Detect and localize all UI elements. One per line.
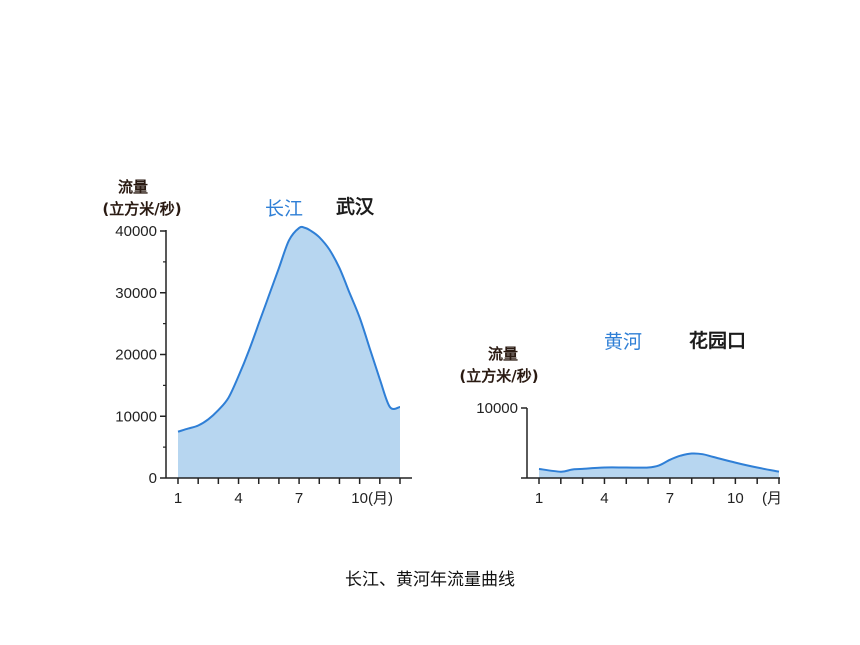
- figure-caption: 长江、黄河年流量曲线: [345, 570, 515, 590]
- yellow-river-chart: 流量 (立方米/秒) 黄河 花园口 10000 1 4 7 10 (月: [459, 329, 782, 507]
- yangtze-chart: 流量 (立方米/秒) 长江 武汉 0 10000 20000 30000 40000 1…: [102, 178, 412, 507]
- c2-y-ticks: 10000: [476, 400, 527, 479]
- y-tick-label: 20000: [115, 347, 157, 364]
- c2-x-ticks: 1 4 7 10: [535, 478, 780, 507]
- c1-area-fill: [178, 226, 400, 478]
- x-tick-label: 4: [234, 490, 242, 507]
- c1-xlabel: (月): [368, 490, 393, 507]
- y-tick-label: 0: [149, 470, 157, 487]
- x-tick-label: 4: [600, 490, 608, 507]
- x-tick-label: 1: [535, 490, 543, 507]
- x-tick-label: 10: [351, 490, 368, 507]
- c1-x-ticks: 1 4 7 10: [174, 478, 401, 507]
- c2-river-name: 黄河: [604, 331, 642, 353]
- c1-station-name: 武汉: [336, 196, 375, 218]
- y-tick-label: 10000: [476, 400, 518, 417]
- y-tick-label: 10000: [115, 408, 157, 425]
- c2-xlabel: (月: [762, 490, 782, 507]
- c1-river-name: 长江: [265, 198, 303, 220]
- c2-flow-line: [538, 452, 780, 473]
- c1-ylabel-line2: (立方米/秒): [102, 200, 181, 218]
- x-tick-label: 7: [295, 490, 303, 507]
- x-tick-label: 7: [666, 490, 674, 507]
- c1-flow-line: [177, 225, 401, 433]
- y-tick-label: 30000: [115, 285, 157, 302]
- c1-y-ticks: 0 10000 20000 30000 40000: [115, 223, 166, 487]
- c2-ylabel-line1: 流量: [488, 345, 518, 363]
- c2-ylabel-line2: (立方米/秒): [459, 367, 538, 385]
- c2-station-name: 花园口: [689, 329, 746, 352]
- y-tick-label: 40000: [115, 223, 157, 240]
- x-tick-label: 10: [727, 490, 744, 507]
- c1-ylabel-line1: 流量: [118, 178, 148, 196]
- x-tick-label: 1: [174, 490, 182, 507]
